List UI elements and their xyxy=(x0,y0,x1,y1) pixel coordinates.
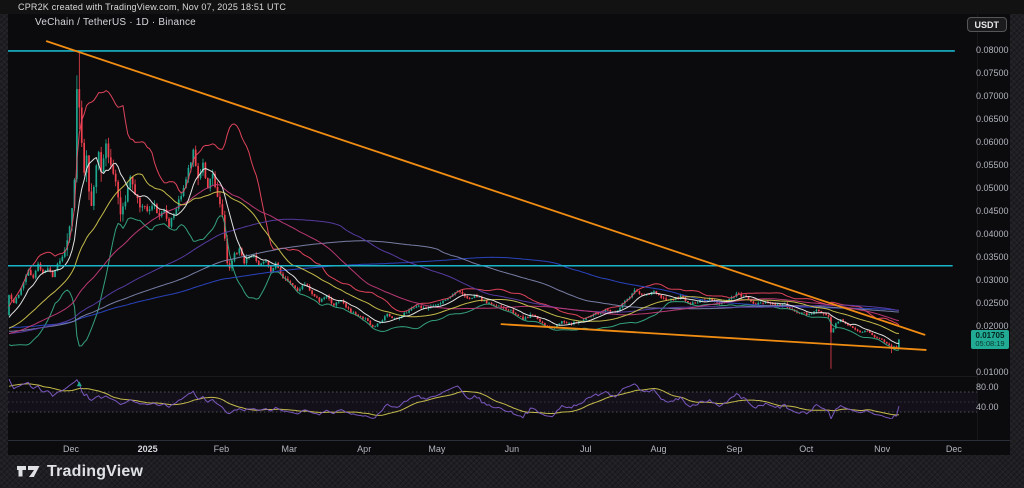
time-axis-label: Oct xyxy=(799,444,813,454)
time-axis-label: May xyxy=(428,444,445,454)
price-tick: 0.03500 xyxy=(976,252,1009,262)
price-tick: 0.05000 xyxy=(976,183,1009,193)
price-tick: 0.07500 xyxy=(976,68,1009,78)
tradingview-logo[interactable]: TradingView xyxy=(17,463,143,481)
footer-bar: TradingView xyxy=(0,455,1024,488)
attribution-text: CPR2K created with TradingView.com, Nov … xyxy=(18,2,286,12)
time-axis-label: Feb xyxy=(214,444,230,454)
time-axis-label: 2025 xyxy=(138,444,158,454)
price-axis[interactable]: 0.01705 05:08:19 0.080000.075000.070000.… xyxy=(976,14,1010,455)
time-axis-label: Sep xyxy=(726,444,742,454)
time-axis-label: Jul xyxy=(580,444,592,454)
attribution-bar: CPR2K created with TradingView.com, Nov … xyxy=(0,0,1024,14)
tradingview-icon xyxy=(17,463,40,480)
chart-title: VeChain / TetherUS · 1D · Binance xyxy=(35,17,196,28)
time-axis-label: Jun xyxy=(505,444,520,454)
chart-canvas[interactable] xyxy=(8,14,1010,455)
time-axis-label: Aug xyxy=(651,444,667,454)
price-tick: 0.08000 xyxy=(976,45,1009,55)
bar-countdown: 05:08:19 xyxy=(975,340,1004,348)
price-tick: 0.04000 xyxy=(976,229,1009,239)
time-axis-label: Nov xyxy=(874,444,890,454)
time-axis-label: Apr xyxy=(357,444,371,454)
tradingview-logo-text: TradingView xyxy=(47,463,143,481)
time-axis[interactable]: Dec 2025 Feb Mar Apr May Jun Jul Aug Sep Oct Nov Dec xyxy=(8,440,1010,455)
price-tick: 0.02500 xyxy=(976,298,1009,308)
price-tick: 0.03000 xyxy=(976,275,1009,285)
price-tick: 0.06000 xyxy=(976,137,1009,147)
rsi-tick: 80.00 xyxy=(976,382,999,392)
price-tick: 0.05500 xyxy=(976,160,1009,170)
price-tick: 0.07000 xyxy=(976,91,1009,101)
price-tick: 0.04500 xyxy=(976,206,1009,216)
price-tick: 0.01000 xyxy=(976,367,1009,377)
currency-toggle-button[interactable]: USDT xyxy=(967,17,1008,32)
rsi-tick: 40.00 xyxy=(976,402,999,412)
chart-window: VeChain / TetherUS · 1D · Binance USDT 0… xyxy=(8,14,1010,455)
tradingview-snapshot: CPR2K created with TradingView.com, Nov … xyxy=(0,0,1024,488)
time-axis-label: Mar xyxy=(282,444,298,454)
time-axis-label: Dec xyxy=(946,444,962,454)
time-axis-label: Dec xyxy=(63,444,79,454)
price-tick: 0.06500 xyxy=(976,114,1009,124)
current-price-label: 0.01705 05:08:19 xyxy=(971,330,1009,349)
